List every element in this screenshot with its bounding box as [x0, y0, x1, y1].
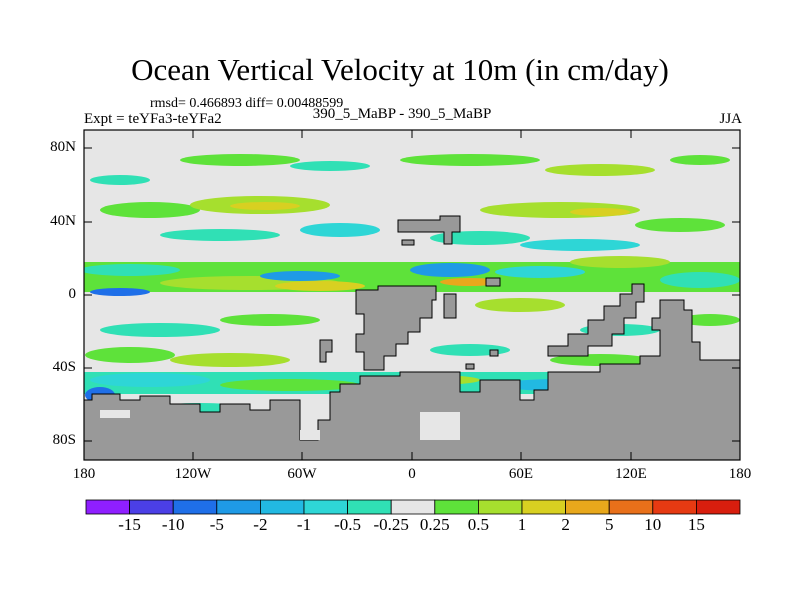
colorbar-swatch: [434, 499, 479, 515]
colorbar-label: -0.5: [334, 515, 362, 534]
colorbar-swatch: [390, 499, 436, 515]
colorbar: [85, 499, 741, 515]
lat-label-80s: 80S: [52, 432, 76, 448]
colorbar-label: 2: [561, 515, 570, 534]
lon-label-60e: 60E: [508, 466, 534, 482]
colorbar-label: 0.5: [467, 515, 490, 534]
center-label: 390_5_MaBP - 390_5_MaBP: [312, 106, 492, 122]
colorbar-swatch: [347, 499, 392, 515]
colorbar-label: -15: [118, 515, 141, 534]
longitude-ticks: [192, 130, 632, 460]
colorbar-swatch: [652, 499, 697, 515]
colorbar-swatch: [477, 499, 523, 515]
colorbar-label: 1: [517, 515, 527, 534]
colorbar-swatch: [608, 499, 654, 515]
colorbar-swatch: [172, 499, 218, 515]
colorbar-swatch: [696, 499, 741, 515]
experiment-label: Expt = teYFa3-teYFa2: [84, 111, 222, 127]
colorbar-label: 0.25: [419, 515, 450, 534]
stats-label: rmsd= 0.466893 diff= 0.00488599: [150, 96, 344, 111]
lon-label-180w: 180: [72, 466, 96, 482]
colorbar-swatch: [521, 499, 566, 515]
land-masses: [84, 215, 740, 460]
lon-label-120w: 120W: [174, 466, 212, 482]
colorbar-swatch: [565, 499, 610, 515]
lat-label-80n: 80N: [50, 139, 76, 155]
chart-title: Ocean Vertical Velocity at 10m (in cm/da…: [131, 52, 669, 87]
colorbar-label: -2: [253, 515, 268, 534]
colorbar-swatch: [303, 499, 348, 515]
lon-label-0: 0: [408, 466, 416, 482]
colorbar-swatch: [259, 499, 305, 515]
latitude-ticks: [84, 147, 740, 442]
lon-label-120e: 120E: [615, 466, 647, 482]
colorbar-label: -5: [209, 515, 224, 534]
lat-label-40n: 40N: [50, 213, 76, 229]
colorbar-label: -10: [161, 515, 185, 534]
lat-label-40s: 40S: [52, 359, 76, 375]
lat-label-0: 0: [68, 286, 77, 302]
colorbar-label: -0.25: [373, 515, 409, 534]
colorbar-label: 15: [687, 515, 705, 534]
colorbar-swatch: [85, 499, 130, 515]
colorbar-label: -1: [296, 515, 312, 534]
colorbar-swatch: [216, 499, 261, 515]
colorbar-label: 5: [604, 515, 614, 534]
colorbar-swatch: [129, 499, 174, 515]
season-label: JJA: [719, 111, 742, 127]
lon-label-60w: 60W: [287, 466, 317, 482]
lon-label-180e: 180: [728, 466, 752, 482]
colorbar-label: 10: [644, 515, 662, 534]
